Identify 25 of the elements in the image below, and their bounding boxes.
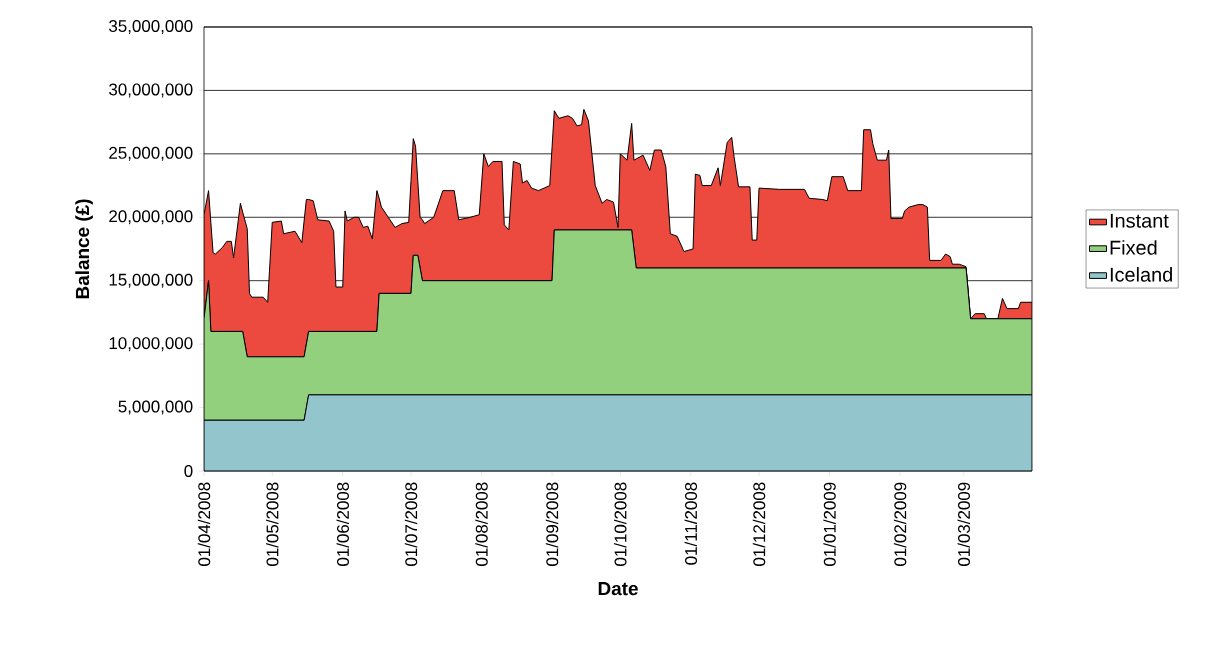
y-tick-label: 30,000,000 bbox=[109, 83, 193, 98]
x-tick-label: 01/05/2008 bbox=[266, 482, 279, 566]
y-tick-label: 20,000,000 bbox=[109, 210, 193, 225]
x-tick-label: 01/04/2008 bbox=[197, 482, 211, 566]
legend-label: Iceland bbox=[1110, 267, 1172, 282]
x-tick-label: 01/10/2008 bbox=[614, 482, 627, 566]
legend-label: Fixed bbox=[1110, 240, 1157, 255]
x-tick-label: 01/08/2008 bbox=[475, 482, 488, 566]
y-axis-title: Balance (£) bbox=[75, 199, 93, 299]
y-tick-label: 5,000,000 bbox=[118, 400, 193, 415]
y-tick-label: 35,000,000 bbox=[109, 19, 193, 34]
y-tick-label: 25,000,000 bbox=[109, 146, 193, 161]
legend-label: Instant bbox=[1110, 213, 1169, 228]
x-tick-label: 01/01/2009 bbox=[823, 482, 836, 566]
y-tick-label: 10,000,000 bbox=[109, 337, 193, 352]
x-tick-label: 01/03/2009 bbox=[957, 482, 970, 566]
y-tick-label: 15,000,000 bbox=[109, 273, 193, 288]
x-tick-label: 01/07/2008 bbox=[404, 482, 418, 566]
y-tick-label: 0 bbox=[184, 464, 193, 477]
x-tick-label: 01/09/2008 bbox=[545, 482, 559, 566]
x-axis-title: Date bbox=[598, 582, 638, 596]
x-tick-label: 01/11/2008 bbox=[684, 482, 698, 565]
x-tick-label: 01/12/2008 bbox=[752, 482, 766, 566]
x-tick-label: 01/02/2009 bbox=[893, 482, 907, 566]
x-tick-label: 01/06/2008 bbox=[336, 482, 349, 566]
